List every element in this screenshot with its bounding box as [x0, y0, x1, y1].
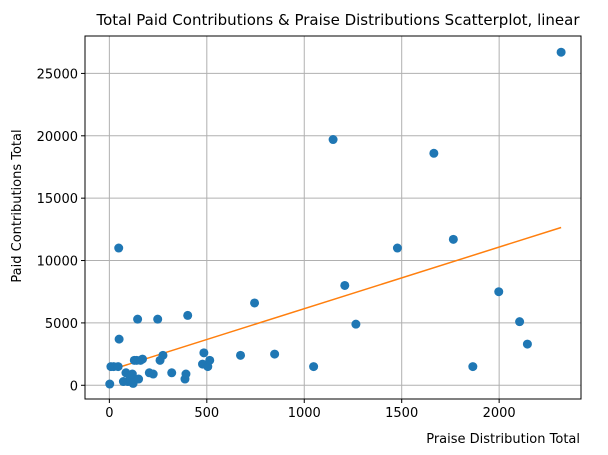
- scatter-point: [429, 148, 439, 158]
- scatter-points: [105, 47, 566, 389]
- scatter-point: [153, 314, 163, 324]
- scatter-point: [522, 339, 532, 349]
- y-tick-label: 15000: [37, 192, 78, 207]
- y-axis-title: Paid Contributions Total: [10, 129, 25, 282]
- x-tick-label: 1500: [385, 406, 418, 421]
- scatter-point: [392, 243, 402, 253]
- scatter-point: [199, 348, 209, 358]
- scatter-point: [556, 47, 566, 57]
- scatter-point: [167, 368, 177, 378]
- scatter-point: [158, 350, 168, 360]
- scatter-point: [351, 319, 361, 329]
- scatter-point: [181, 369, 191, 379]
- scatter-point: [133, 314, 143, 324]
- scatter-point: [148, 369, 158, 379]
- x-tick-label: 1000: [288, 406, 321, 421]
- x-tick-label: 2000: [483, 406, 516, 421]
- scatter-point: [494, 287, 504, 297]
- y-tick-label: 0: [70, 379, 78, 394]
- scatter-point: [448, 234, 458, 244]
- scatter-point: [114, 334, 124, 344]
- y-tick-label: 25000: [37, 67, 78, 82]
- scatter-point: [127, 369, 137, 379]
- scatter-point: [340, 280, 350, 290]
- x-axis-title: Praise Distribution Total: [426, 432, 580, 447]
- scatter-point: [114, 243, 124, 253]
- y-tick-label: 20000: [37, 130, 78, 145]
- scatter-point: [134, 374, 144, 384]
- axis-ticks: 0 500 1000 1500 2000050001000015000200002500…: [37, 67, 516, 421]
- scatter-point: [205, 355, 215, 365]
- scatter-point: [105, 379, 115, 389]
- fit-line-layer: [109, 226, 562, 372]
- scatter-point: [183, 310, 193, 320]
- y-tick-label: 5000: [45, 317, 78, 332]
- chart-title: Total Paid Contributions & Praise Distri…: [95, 11, 580, 29]
- grid-layer: [85, 36, 581, 399]
- scatter-point: [250, 298, 260, 308]
- plot-frame: [84, 35, 582, 400]
- x-tick-label: 0: [105, 406, 113, 421]
- scatter-point: [515, 317, 525, 327]
- fit-line: [109, 226, 562, 372]
- scatter-point: [270, 349, 280, 359]
- scatter-point: [468, 362, 478, 372]
- y-tick-label: 10000: [37, 255, 78, 270]
- x-tick-label: 500: [194, 406, 219, 421]
- scatter-point: [328, 135, 338, 145]
- scatter-point: [236, 350, 246, 360]
- scatter-point: [137, 354, 147, 364]
- scatter-point: [309, 362, 319, 372]
- scatter-point: [113, 362, 123, 372]
